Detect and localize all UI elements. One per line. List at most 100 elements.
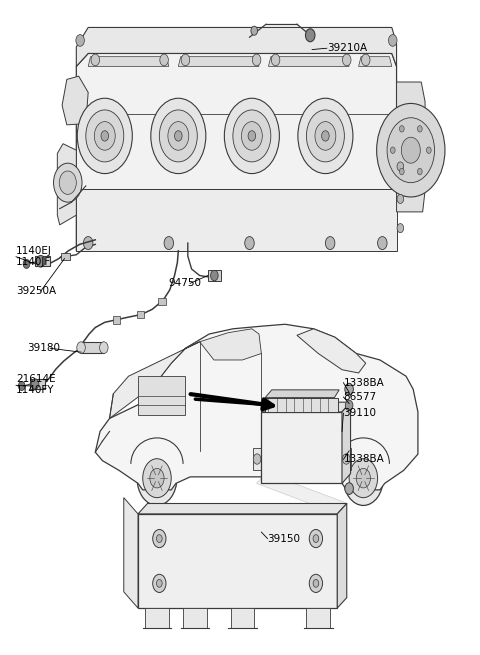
Circle shape xyxy=(151,98,206,174)
Polygon shape xyxy=(88,57,169,66)
Circle shape xyxy=(91,54,99,66)
Circle shape xyxy=(387,118,434,183)
Circle shape xyxy=(153,529,166,548)
Circle shape xyxy=(325,236,335,250)
Circle shape xyxy=(59,171,76,195)
Circle shape xyxy=(99,342,108,354)
Circle shape xyxy=(309,529,323,548)
Bar xyxy=(261,412,342,483)
Circle shape xyxy=(175,131,182,141)
Polygon shape xyxy=(124,498,138,608)
Polygon shape xyxy=(261,402,350,412)
Polygon shape xyxy=(337,504,347,608)
Circle shape xyxy=(361,54,370,66)
Circle shape xyxy=(156,580,162,588)
Polygon shape xyxy=(179,57,259,66)
Circle shape xyxy=(401,137,420,163)
Circle shape xyxy=(137,451,177,506)
Circle shape xyxy=(305,29,315,42)
Circle shape xyxy=(397,162,404,171)
Text: 86577: 86577 xyxy=(343,392,376,402)
Polygon shape xyxy=(230,608,254,627)
Bar xyxy=(35,256,50,267)
Circle shape xyxy=(54,163,82,202)
Polygon shape xyxy=(76,54,396,251)
Polygon shape xyxy=(200,329,261,360)
Polygon shape xyxy=(183,608,207,627)
Polygon shape xyxy=(138,504,347,514)
Circle shape xyxy=(101,131,108,141)
Text: 1338BA: 1338BA xyxy=(343,378,384,388)
Polygon shape xyxy=(57,143,76,225)
Polygon shape xyxy=(396,82,426,212)
Bar xyxy=(30,379,45,388)
Polygon shape xyxy=(265,390,339,398)
Bar xyxy=(253,447,261,470)
Text: 39210A: 39210A xyxy=(327,43,367,53)
Circle shape xyxy=(399,168,404,175)
Circle shape xyxy=(349,458,378,498)
Circle shape xyxy=(84,236,93,250)
Circle shape xyxy=(322,131,329,141)
Text: 39250A: 39250A xyxy=(16,286,56,296)
Polygon shape xyxy=(359,57,392,66)
Polygon shape xyxy=(257,473,348,514)
Text: 21614E: 21614E xyxy=(16,375,56,384)
Circle shape xyxy=(164,236,174,250)
Circle shape xyxy=(390,147,395,153)
Text: 1140EJ: 1140EJ xyxy=(16,246,52,256)
Circle shape xyxy=(95,122,115,150)
Circle shape xyxy=(399,126,404,132)
Circle shape xyxy=(156,534,162,542)
Circle shape xyxy=(377,103,445,197)
Circle shape xyxy=(315,122,336,150)
Circle shape xyxy=(252,54,261,66)
Circle shape xyxy=(343,454,350,464)
Bar xyxy=(81,342,104,354)
Circle shape xyxy=(31,379,39,389)
Bar xyxy=(265,398,338,412)
Circle shape xyxy=(159,110,197,162)
Circle shape xyxy=(76,35,84,47)
Circle shape xyxy=(298,98,353,174)
Circle shape xyxy=(241,122,262,150)
Polygon shape xyxy=(342,402,350,483)
Polygon shape xyxy=(96,324,418,490)
Circle shape xyxy=(378,236,387,250)
Text: 94750: 94750 xyxy=(168,278,201,288)
Text: 39180: 39180 xyxy=(27,343,60,353)
Circle shape xyxy=(248,131,256,141)
Bar xyxy=(60,253,70,260)
Circle shape xyxy=(77,98,132,174)
Circle shape xyxy=(18,381,25,390)
Circle shape xyxy=(181,54,190,66)
Polygon shape xyxy=(145,608,169,627)
Circle shape xyxy=(313,534,319,542)
Polygon shape xyxy=(76,189,396,251)
Circle shape xyxy=(143,458,171,498)
Circle shape xyxy=(271,54,280,66)
Circle shape xyxy=(397,195,404,204)
Circle shape xyxy=(397,223,404,233)
Polygon shape xyxy=(62,76,88,125)
Circle shape xyxy=(77,342,85,354)
Circle shape xyxy=(253,454,261,464)
Circle shape xyxy=(356,468,371,488)
Bar xyxy=(113,316,120,324)
Circle shape xyxy=(426,147,431,153)
Polygon shape xyxy=(76,28,396,66)
Text: 39150: 39150 xyxy=(267,534,300,544)
Circle shape xyxy=(418,126,422,132)
Circle shape xyxy=(309,574,323,593)
Circle shape xyxy=(211,271,218,281)
Text: 39110: 39110 xyxy=(343,408,376,419)
Text: 1338BA: 1338BA xyxy=(343,455,384,464)
Circle shape xyxy=(251,26,258,35)
Bar xyxy=(158,297,166,305)
Text: 1140JF: 1140JF xyxy=(16,257,51,267)
Circle shape xyxy=(343,451,384,506)
Circle shape xyxy=(306,110,344,162)
Bar xyxy=(138,514,337,608)
Circle shape xyxy=(313,580,319,588)
Circle shape xyxy=(36,255,45,267)
